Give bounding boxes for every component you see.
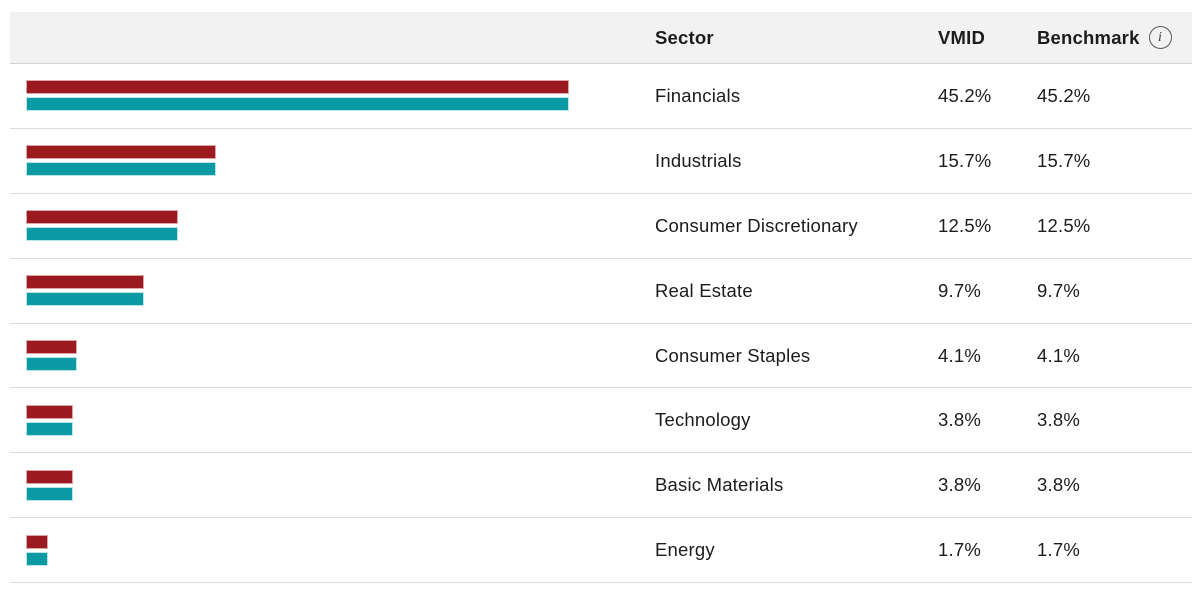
sector-label: Industrials — [655, 149, 742, 171]
benchmark-value: 3.8% — [1037, 474, 1080, 496]
benchmark-bar — [26, 162, 216, 177]
vmid-value: 45.2% — [938, 84, 992, 106]
benchmark-value: 15.7% — [1037, 149, 1091, 171]
bar-pair — [10, 469, 655, 501]
benchmark-value: 4.1% — [1037, 344, 1080, 366]
bar-pair — [10, 340, 655, 371]
vmid-value: 12.5% — [938, 214, 992, 236]
bar-pair — [10, 404, 655, 436]
table-row: Industrials 15.7% 15.7% — [10, 129, 1192, 194]
sector-label: Basic Materials — [655, 474, 784, 496]
vmid-value: 4.1% — [938, 344, 981, 366]
vmid-bar — [26, 469, 73, 484]
benchmark-bar — [26, 97, 569, 112]
vmid-bar — [26, 404, 73, 419]
sector-label: Energy — [655, 539, 715, 561]
table-row: Energy 1.7% 1.7% — [10, 518, 1192, 584]
info-icon[interactable]: i — [1148, 26, 1172, 49]
benchmark-bar — [26, 227, 178, 242]
benchmark-value: 45.2% — [1037, 84, 1091, 106]
table-row: Basic Materials 3.8% 3.8% — [10, 453, 1192, 519]
benchmark-bar — [26, 551, 48, 566]
vmid-bar — [26, 340, 77, 354]
column-header-benchmark-label: Benchmark — [1037, 26, 1140, 48]
vmid-bar — [26, 80, 569, 95]
vmid-bar — [26, 534, 48, 549]
table-header-row: Sector VMID Benchmark i — [10, 12, 1192, 64]
sector-label: Consumer Discretionary — [655, 214, 858, 236]
bar-pair — [10, 275, 655, 307]
sector-label: Financials — [655, 84, 741, 106]
column-header-benchmark: Benchmark i — [1037, 26, 1192, 49]
benchmark-bar — [26, 421, 73, 436]
vmid-bar — [26, 210, 178, 225]
sector-label: Consumer Staples — [655, 344, 811, 366]
bar-pair — [10, 145, 655, 177]
benchmark-bar — [26, 486, 73, 501]
bar-pair — [10, 210, 655, 242]
sector-label: Real Estate — [655, 279, 753, 301]
bar-pair — [10, 80, 655, 112]
table-row: Technology 3.8% 3.8% — [10, 388, 1192, 454]
vmid-bar — [26, 275, 144, 290]
vmid-value: 15.7% — [938, 149, 992, 171]
vmid-value: 3.8% — [938, 474, 981, 496]
bar-pair — [10, 534, 655, 566]
table-row: Financials 45.2% 45.2% — [10, 64, 1192, 129]
sector-rows: Financials 45.2% 45.2% Industrials 15.7%… — [10, 64, 1192, 584]
vmid-value: 9.7% — [938, 279, 981, 301]
benchmark-value: 12.5% — [1037, 214, 1091, 236]
benchmark-bar — [26, 292, 144, 307]
column-header-sector: Sector — [655, 26, 714, 48]
vmid-value: 1.7% — [938, 539, 981, 561]
table-row: Real Estate 9.7% 9.7% — [10, 259, 1192, 324]
benchmark-value: 3.8% — [1037, 409, 1080, 431]
vmid-bar — [26, 145, 216, 160]
table-row: Consumer Discretionary 12.5% 12.5% — [10, 194, 1192, 259]
benchmark-bar — [26, 357, 77, 371]
table-row: Consumer Staples 4.1% 4.1% — [10, 324, 1192, 389]
sector-label: Technology — [655, 409, 751, 431]
column-header-vmid: VMID — [938, 26, 986, 48]
vmid-value: 3.8% — [938, 409, 981, 431]
benchmark-value: 1.7% — [1037, 539, 1080, 561]
benchmark-value: 9.7% — [1037, 279, 1080, 301]
